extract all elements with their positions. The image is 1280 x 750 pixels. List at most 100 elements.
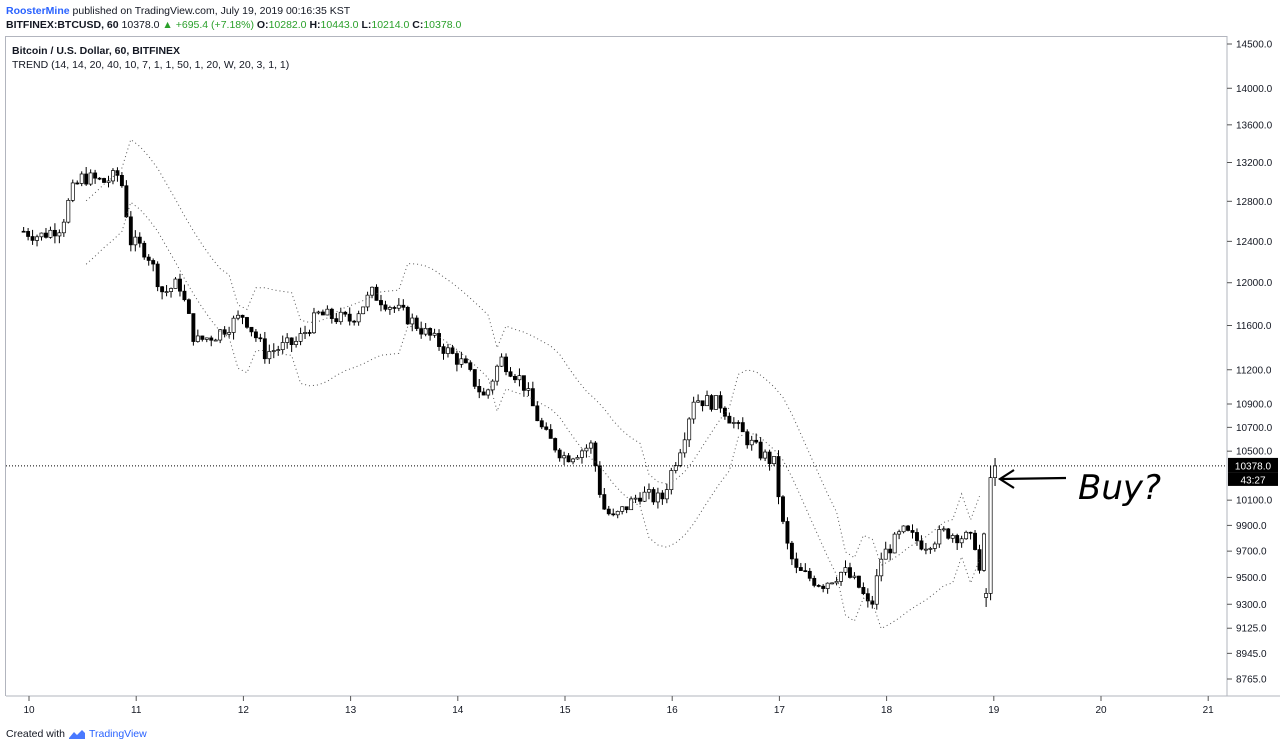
- candle-down[interactable]: [75, 182, 80, 185]
- candle-up[interactable]: [629, 498, 634, 511]
- candle-up[interactable]: [423, 328, 428, 335]
- candle-down[interactable]: [343, 311, 348, 315]
- candle-down[interactable]: [870, 600, 875, 605]
- candle-down[interactable]: [21, 230, 26, 233]
- candle-down[interactable]: [740, 422, 745, 433]
- candle-up[interactable]: [584, 447, 589, 452]
- candle-down[interactable]: [544, 426, 549, 430]
- candle-down[interactable]: [320, 311, 325, 316]
- candle-down[interactable]: [955, 535, 960, 544]
- candle-down[interactable]: [946, 528, 951, 539]
- candle-down[interactable]: [30, 236, 35, 241]
- candle-up[interactable]: [499, 356, 504, 367]
- candle-up[interactable]: [571, 458, 575, 463]
- candle-up[interactable]: [696, 400, 701, 403]
- candle-down[interactable]: [638, 497, 642, 502]
- candle-down[interactable]: [606, 508, 611, 515]
- candle-up[interactable]: [892, 533, 897, 554]
- candle-down[interactable]: [379, 300, 383, 306]
- candle-down[interactable]: [44, 232, 48, 238]
- candle-down[interactable]: [968, 531, 973, 534]
- candle-up[interactable]: [772, 456, 776, 465]
- candle-up[interactable]: [655, 492, 660, 503]
- candle-up[interactable]: [312, 312, 316, 334]
- candle-down[interactable]: [513, 376, 517, 381]
- candle-down[interactable]: [539, 420, 544, 428]
- candle-down[interactable]: [700, 400, 705, 407]
- candle-down[interactable]: [419, 328, 424, 335]
- candle-down[interactable]: [258, 337, 263, 340]
- candle-up[interactable]: [923, 548, 928, 551]
- candle-up[interactable]: [276, 349, 281, 351]
- candle-up[interactable]: [271, 350, 276, 352]
- candle-up[interactable]: [852, 575, 857, 578]
- candle-down[interactable]: [191, 313, 196, 342]
- candle-down[interactable]: [84, 173, 89, 185]
- candle-up[interactable]: [164, 291, 169, 293]
- candle-up[interactable]: [580, 450, 584, 458]
- candle-up[interactable]: [236, 314, 240, 319]
- candle-up[interactable]: [763, 451, 768, 459]
- candle-down[interactable]: [597, 465, 602, 495]
- candle-up[interactable]: [959, 538, 964, 544]
- candle-up[interactable]: [70, 182, 75, 201]
- candle-up[interactable]: [61, 221, 66, 234]
- candle-down[interactable]: [450, 347, 455, 354]
- candle-down[interactable]: [137, 236, 142, 244]
- candle-up[interactable]: [39, 232, 44, 238]
- candle-down[interactable]: [334, 318, 339, 323]
- candle-down[interactable]: [722, 407, 727, 417]
- candle-up[interactable]: [195, 335, 200, 342]
- candle-down[interactable]: [93, 172, 98, 179]
- candle-up[interactable]: [213, 339, 218, 342]
- candle-down[interactable]: [508, 371, 513, 377]
- candle-up[interactable]: [749, 439, 754, 446]
- candle-up[interactable]: [325, 308, 330, 316]
- candle-up[interactable]: [111, 170, 115, 182]
- candle-up[interactable]: [526, 388, 531, 391]
- candle-up[interactable]: [897, 531, 902, 535]
- candle-down[interactable]: [128, 216, 133, 246]
- candle-down[interactable]: [906, 525, 910, 531]
- candle-up[interactable]: [834, 581, 839, 584]
- candle-down[interactable]: [414, 317, 419, 329]
- candle-down[interactable]: [240, 314, 245, 318]
- candle-down[interactable]: [530, 388, 535, 407]
- candle-up[interactable]: [964, 531, 969, 540]
- candle-up[interactable]: [984, 593, 989, 598]
- candle-down[interactable]: [861, 587, 866, 594]
- candle-up[interactable]: [88, 172, 93, 185]
- candle-up[interactable]: [316, 311, 321, 314]
- candle-down[interactable]: [374, 286, 379, 301]
- candle-down[interactable]: [481, 391, 486, 396]
- candle-down[interactable]: [910, 530, 915, 533]
- candle-up[interactable]: [48, 229, 53, 238]
- candle-down[interactable]: [718, 395, 723, 409]
- candle-down[interactable]: [97, 177, 102, 180]
- candle-up[interactable]: [562, 455, 567, 459]
- annotation-buy-text[interactable]: Buy?: [1078, 468, 1161, 508]
- candle-down[interactable]: [736, 422, 741, 424]
- candle-down[interactable]: [245, 317, 249, 328]
- candle-up[interactable]: [280, 342, 285, 350]
- candle-down[interactable]: [52, 229, 57, 237]
- candle-up[interactable]: [57, 232, 62, 237]
- candle-down[interactable]: [347, 313, 352, 322]
- candle-down[interactable]: [624, 506, 629, 511]
- candle-up[interactable]: [731, 422, 736, 424]
- candle-up[interactable]: [298, 333, 303, 342]
- candle-down[interactable]: [745, 431, 750, 446]
- candle-down[interactable]: [405, 306, 410, 325]
- candle-down[interactable]: [401, 304, 406, 308]
- candle-down[interactable]: [767, 451, 772, 465]
- candle-up[interactable]: [133, 236, 138, 246]
- candle-down[interactable]: [660, 492, 665, 500]
- candle-down[interactable]: [155, 263, 160, 288]
- candle-up[interactable]: [396, 304, 401, 309]
- candle-up[interactable]: [410, 317, 415, 325]
- candle-down[interactable]: [611, 513, 616, 516]
- candle-up[interactable]: [517, 375, 522, 381]
- candle-down[interactable]: [727, 415, 732, 424]
- candle-up[interactable]: [664, 489, 669, 500]
